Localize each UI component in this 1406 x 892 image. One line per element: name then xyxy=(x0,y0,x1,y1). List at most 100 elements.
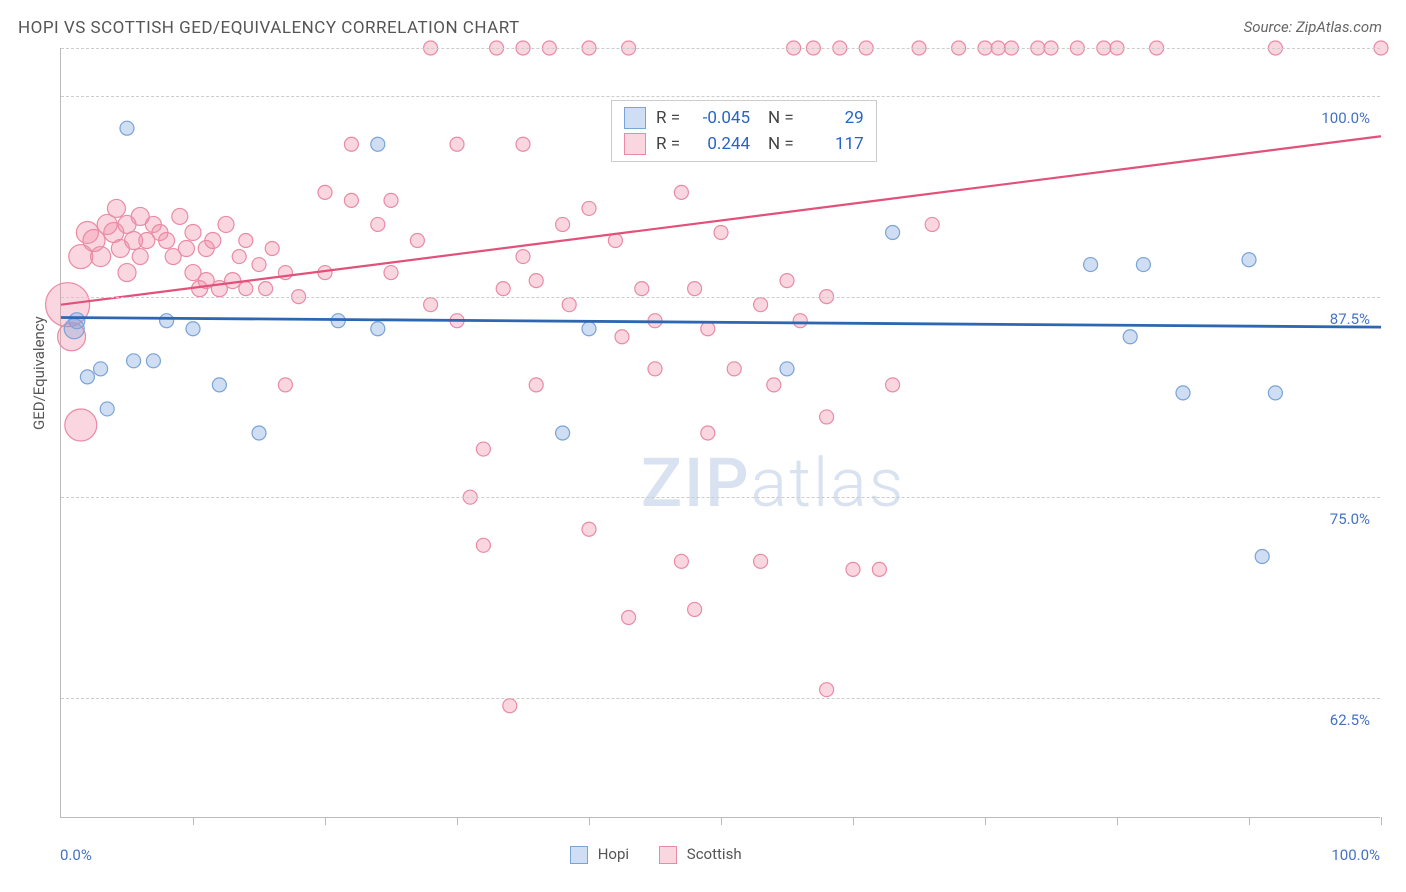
data-point xyxy=(252,258,266,272)
legend-hopi-label: Hopi xyxy=(598,845,629,863)
data-point xyxy=(344,193,358,207)
data-point xyxy=(80,370,94,384)
data-point xyxy=(582,201,596,215)
data-point xyxy=(239,234,253,248)
data-point xyxy=(384,193,398,207)
data-point xyxy=(1242,253,1256,267)
x-tick xyxy=(1249,817,1250,825)
data-point xyxy=(239,282,253,296)
data-point xyxy=(205,233,221,249)
x-tick xyxy=(193,817,194,825)
y-axis-label: 62.5% xyxy=(1330,711,1370,729)
data-point xyxy=(371,137,385,151)
stats-legend-box: R = -0.045 N = 29 R = 0.244 N = 117 xyxy=(611,100,877,162)
data-point xyxy=(232,250,246,264)
x-axis-min-label: 0.0% xyxy=(60,846,92,864)
x-tick xyxy=(853,817,854,825)
data-point xyxy=(65,409,97,441)
data-point xyxy=(371,322,385,336)
data-point xyxy=(212,378,226,392)
gridline xyxy=(61,297,1380,298)
trend-line xyxy=(61,318,1381,328)
hopi-swatch-icon xyxy=(570,846,588,864)
hopi-swatch xyxy=(624,107,646,129)
x-tick xyxy=(589,817,590,825)
data-point xyxy=(69,313,85,329)
stats-row-hopi: R = -0.045 N = 29 xyxy=(624,105,864,131)
data-point xyxy=(562,298,576,312)
data-point xyxy=(100,402,114,416)
data-point xyxy=(318,185,332,199)
data-point xyxy=(846,562,860,576)
y-axis-title: GED/Equivalency xyxy=(30,316,48,430)
data-point xyxy=(252,426,266,440)
data-point xyxy=(701,322,715,336)
data-point xyxy=(820,410,834,424)
x-tick xyxy=(1381,817,1382,825)
scottish-swatch xyxy=(624,133,646,155)
data-point xyxy=(556,217,570,231)
data-point xyxy=(754,298,768,312)
data-point xyxy=(94,362,108,376)
data-point xyxy=(615,330,629,344)
data-point xyxy=(886,225,900,239)
data-point xyxy=(529,378,543,392)
data-point xyxy=(582,322,596,336)
x-tick xyxy=(457,817,458,825)
x-axis-max-label: 100.0% xyxy=(1331,846,1380,864)
data-point xyxy=(159,233,175,249)
hopi-r-value: -0.045 xyxy=(690,108,750,128)
scottish-swatch-icon xyxy=(659,846,677,864)
gridline xyxy=(61,497,1380,498)
data-point xyxy=(132,249,148,265)
data-point xyxy=(780,362,794,376)
data-point xyxy=(1176,386,1190,400)
legend-hopi: Hopi xyxy=(570,845,629,864)
data-point xyxy=(476,538,490,552)
legend: Hopi Scottish xyxy=(570,845,742,864)
data-point xyxy=(793,314,807,328)
data-point xyxy=(872,562,886,576)
data-point xyxy=(820,683,834,697)
plot-area: ZIPatlas 62.5%75.0%87.5%100.0% R = -0.04… xyxy=(60,48,1380,818)
data-point xyxy=(107,199,125,217)
legend-scottish: Scottish xyxy=(659,845,742,864)
scottish-r-value: 0.244 xyxy=(690,134,750,154)
data-point xyxy=(344,137,358,151)
data-point xyxy=(1255,550,1269,564)
x-tick xyxy=(325,817,326,825)
data-point xyxy=(172,208,188,224)
data-point xyxy=(727,362,741,376)
n-label: N = xyxy=(768,134,794,154)
data-point xyxy=(754,554,768,568)
data-point xyxy=(120,121,134,135)
data-point xyxy=(185,224,201,240)
data-point xyxy=(529,274,543,288)
data-point xyxy=(582,522,596,536)
x-tick xyxy=(721,817,722,825)
data-point xyxy=(118,264,136,282)
data-point xyxy=(886,378,900,392)
data-point xyxy=(127,354,141,368)
data-point xyxy=(160,314,174,328)
data-point xyxy=(503,699,517,713)
data-point xyxy=(178,241,194,257)
data-point xyxy=(714,225,728,239)
legend-scottish-label: Scottish xyxy=(687,845,742,863)
stats-row-scottish: R = 0.244 N = 117 xyxy=(624,131,864,157)
data-point xyxy=(278,378,292,392)
data-point xyxy=(259,282,273,296)
data-point xyxy=(516,137,530,151)
y-axis-label: 75.0% xyxy=(1330,510,1370,528)
data-point xyxy=(780,274,794,288)
data-point xyxy=(1123,330,1137,344)
r-label: R = xyxy=(656,108,680,128)
gridline xyxy=(61,96,1380,97)
data-point xyxy=(674,185,688,199)
data-point xyxy=(674,554,688,568)
data-point xyxy=(516,250,530,264)
x-tick xyxy=(985,817,986,825)
data-point xyxy=(265,242,279,256)
data-point xyxy=(635,282,649,296)
gridline xyxy=(61,48,1380,49)
